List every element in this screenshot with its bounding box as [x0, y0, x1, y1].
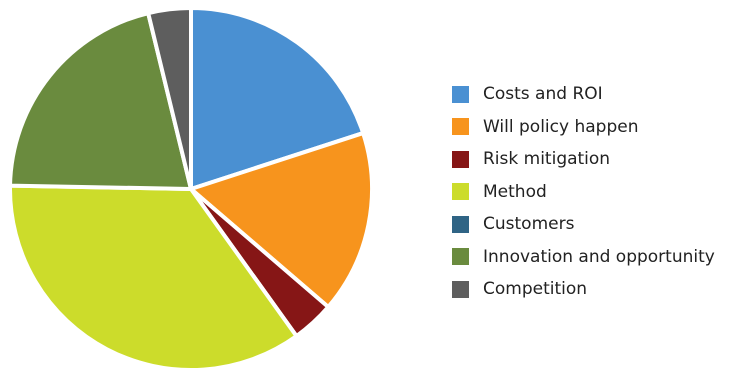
legend-item-costs-and-roi: Costs and ROI [452, 78, 715, 111]
legend-label: Risk mitigation [483, 149, 611, 170]
legend-item-innovation-and-opportunity: Innovation and opportunity [452, 241, 715, 274]
legend-label: Innovation and opportunity [483, 246, 715, 267]
legend-item-competition: Competition [452, 273, 715, 306]
pie-slice-innovation-and-opportunity [8, 11, 193, 191]
pie-slice-competition [146, 5, 193, 191]
legend-label: Customers [483, 214, 575, 235]
pie-slice-costs-and-roi [189, 6, 366, 191]
legend-label: Competition [483, 279, 588, 300]
pie-slice-method [8, 183, 299, 373]
legend-swatch [452, 183, 469, 201]
legend-label: Will policy happen [483, 116, 639, 137]
legend-swatch [452, 85, 469, 103]
legend-item-customers: Customers [452, 208, 715, 241]
legend-swatch [452, 248, 469, 266]
legend-item-risk-mitigation: Risk mitigation [452, 143, 715, 176]
legend-label: Costs and ROI [483, 84, 603, 105]
legend-swatch [452, 280, 469, 298]
pie-slice-will-policy-happen [189, 131, 374, 309]
legend-label: Method [483, 181, 547, 202]
legend-swatch [452, 150, 469, 168]
legend-item-method: Method [452, 176, 715, 209]
legend: Costs and ROI Will policy happen Risk miti… [452, 78, 715, 306]
legend-swatch [452, 118, 469, 136]
legend-swatch [452, 215, 469, 233]
legend-item-will-policy-happen: Will policy happen [452, 111, 715, 144]
